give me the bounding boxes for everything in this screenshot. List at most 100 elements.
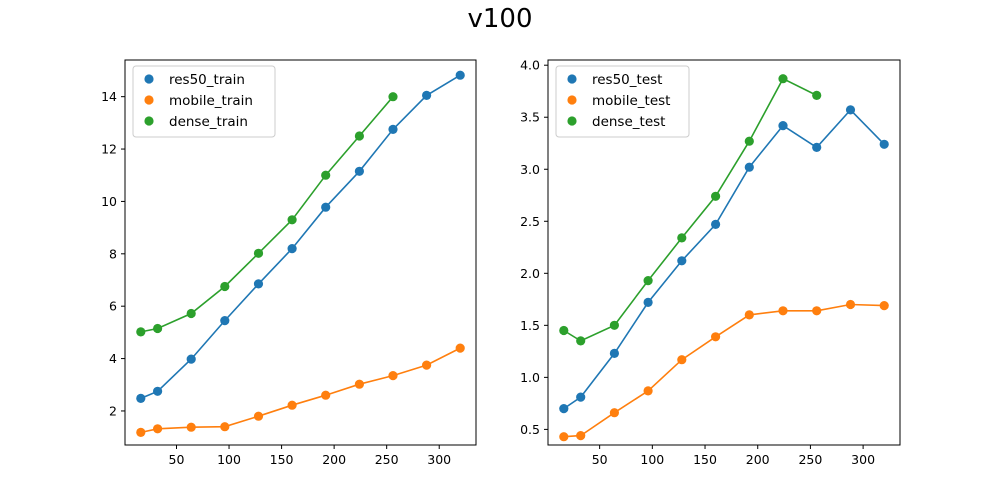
- data-point-dense_test-7: [778, 74, 788, 84]
- data-point-mobile_test-10: [879, 301, 889, 311]
- series-line-res50_test: [563, 108, 885, 410]
- y-tick-label: 4: [109, 351, 117, 366]
- legend-marker-res50_train: [144, 74, 154, 84]
- y-tick-label: 2.0: [520, 266, 540, 281]
- data-point-mobile_train-5: [287, 400, 297, 410]
- data-point-dense_test-1: [576, 336, 586, 346]
- legend-label-res50_train: res50_train: [169, 72, 245, 88]
- data-point-res50_train-9: [422, 90, 432, 100]
- x-tick-label: 200: [322, 452, 346, 467]
- y-tick-label: 10: [101, 194, 117, 209]
- y-tick-label: 8: [109, 246, 117, 261]
- legend-label-dense_train: dense_train: [169, 114, 248, 130]
- data-point-dense_test-3: [643, 276, 653, 286]
- x-tick-label: 100: [217, 452, 241, 467]
- data-point-dense_test-6: [744, 136, 754, 146]
- data-point-dense_train-3: [220, 281, 230, 292]
- data-point-dense_train-2: [186, 308, 196, 319]
- legend-label-res50_test: res50_test: [592, 72, 662, 88]
- data-point-res50_test-9: [845, 105, 856, 115]
- data-point-mobile_train-6: [321, 390, 331, 400]
- x-tick-label: 50: [169, 452, 185, 467]
- data-point-mobile_test-9: [845, 299, 856, 310]
- data-point-mobile_train-0: [136, 427, 146, 437]
- legend-marker-mobile_train: [144, 95, 154, 105]
- data-point-mobile_test-4: [677, 355, 687, 365]
- data-point-dense_test-2: [609, 320, 620, 330]
- data-point-res50_test-0: [559, 404, 569, 414]
- data-point-mobile_train-4: [253, 411, 264, 421]
- y-tick-label: 6: [109, 299, 117, 314]
- data-point-res50_train-1: [153, 386, 163, 396]
- data-point-mobile_train-3: [220, 422, 230, 432]
- data-point-res50_test-7: [778, 121, 788, 131]
- y-tick-label: 0.5: [520, 422, 540, 437]
- plot-frame: [547, 59, 901, 446]
- data-point-mobile_test-8: [812, 306, 822, 316]
- y-tick-label: 2: [109, 403, 117, 418]
- y-tick-label: 14: [101, 89, 117, 104]
- x-tick-label: 150: [693, 452, 717, 467]
- legend-box: [555, 65, 690, 138]
- x-tick-label: 150: [270, 452, 294, 467]
- x-tick-label: 300: [851, 452, 875, 467]
- data-point-dense_train-8: [388, 92, 398, 102]
- x-tick-label: 250: [375, 452, 399, 467]
- data-point-mobile_test-5: [711, 332, 721, 342]
- legend-label-mobile_train: mobile_train: [169, 93, 253, 109]
- y-tick-label: 3.5: [520, 110, 540, 125]
- data-point-dense_test-0: [559, 325, 569, 336]
- legend-label-dense_test: dense_test: [592, 114, 665, 130]
- y-tick-label: 1.0: [520, 370, 540, 385]
- chart-panel-1: 50 100 150 200 250 300 2 4 6 8 10 12 14 res50_trainmo…: [101, 59, 477, 467]
- x-tick-label: 200: [746, 452, 770, 467]
- data-point-res50_train-8: [388, 124, 398, 134]
- data-point-mobile_test-3: [643, 386, 653, 396]
- y-tick-label: 4.0: [520, 58, 540, 73]
- data-point-dense_test-5: [711, 191, 721, 201]
- figure-title: v100: [467, 4, 533, 34]
- data-point-res50_test-8: [812, 142, 822, 152]
- data-point-mobile_train-2: [186, 422, 196, 432]
- data-point-res50_test-5: [711, 219, 721, 229]
- legend-marker-dense_train: [144, 116, 154, 126]
- data-point-mobile_train-9: [422, 360, 432, 370]
- data-point-dense_train-1: [153, 323, 163, 334]
- x-tick-label: 250: [798, 452, 822, 467]
- x-tick-label: 100: [640, 452, 664, 467]
- data-point-dense_test-4: [677, 233, 687, 243]
- data-point-mobile_test-7: [778, 306, 788, 316]
- data-point-dense_train-7: [354, 131, 364, 141]
- data-point-res50_test-6: [744, 162, 754, 172]
- data-point-mobile_test-2: [609, 408, 620, 418]
- chart-panel-2: 50 100 150 200 250 300 0.5 1.0 1.5 2.0 2.5 3.0 3.5 4.…: [520, 58, 901, 467]
- legend-marker-dense_test: [567, 116, 577, 126]
- data-point-mobile_test-0: [559, 432, 569, 442]
- plot-frame: [124, 59, 477, 446]
- data-point-dense_train-6: [321, 170, 331, 180]
- data-point-res50_test-2: [609, 348, 620, 358]
- data-point-dense_test-8: [812, 90, 822, 100]
- data-point-mobile_train-1: [153, 424, 163, 434]
- data-point-mobile_train-7: [354, 379, 364, 389]
- data-point-res50_train-4: [253, 279, 264, 289]
- data-point-res50_test-1: [576, 392, 586, 402]
- y-tick-label: 1.5: [520, 318, 540, 333]
- data-point-dense_train-0: [136, 327, 146, 337]
- data-point-res50_test-10: [879, 139, 889, 149]
- x-tick-label: 50: [592, 452, 608, 467]
- y-tick-label: 2.5: [520, 214, 540, 229]
- data-point-dense_train-5: [287, 215, 297, 225]
- data-point-res50_train-2: [186, 354, 196, 364]
- data-point-res50_train-0: [136, 393, 146, 403]
- data-point-res50_train-5: [287, 244, 297, 254]
- data-point-res50_train-6: [321, 202, 331, 212]
- legend-box: [132, 65, 276, 138]
- data-point-res50_train-3: [220, 316, 230, 326]
- y-tick-label: 3.0: [520, 162, 540, 177]
- legend-marker-res50_test: [567, 74, 577, 84]
- y-tick-label: 12: [101, 142, 117, 157]
- data-point-mobile_test-6: [744, 310, 754, 320]
